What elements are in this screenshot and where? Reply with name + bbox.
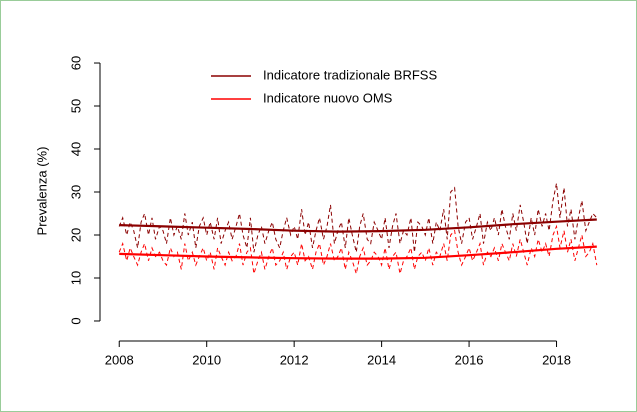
y-axis-label: Prevalenza (%) bbox=[34, 147, 49, 236]
trend-line bbox=[119, 245, 597, 260]
y-tick-label: 30 bbox=[68, 185, 83, 199]
legend-label: Indicatore nuovo OMS bbox=[263, 90, 393, 105]
legend-label: Indicatore tradizionale BRFSS bbox=[263, 67, 437, 82]
x-tick-label: 2010 bbox=[192, 352, 221, 367]
y-tick-label: 20 bbox=[68, 228, 83, 242]
x-tick-label: 2008 bbox=[105, 352, 134, 367]
y-tick-label: 50 bbox=[68, 99, 83, 113]
data-line bbox=[118, 224, 598, 274]
y-tick-label: 10 bbox=[68, 271, 83, 285]
x-tick-label: 2012 bbox=[280, 352, 309, 367]
trend-line bbox=[119, 218, 597, 233]
data-line bbox=[118, 183, 598, 253]
x-tick-label: 2018 bbox=[542, 352, 571, 367]
x-tick-label: 2016 bbox=[455, 352, 484, 367]
y-tick-label: 60 bbox=[68, 56, 83, 70]
x-tick-label: 2014 bbox=[367, 352, 396, 367]
y-tick-label: 40 bbox=[68, 142, 83, 156]
y-tick-label: 0 bbox=[68, 317, 83, 324]
